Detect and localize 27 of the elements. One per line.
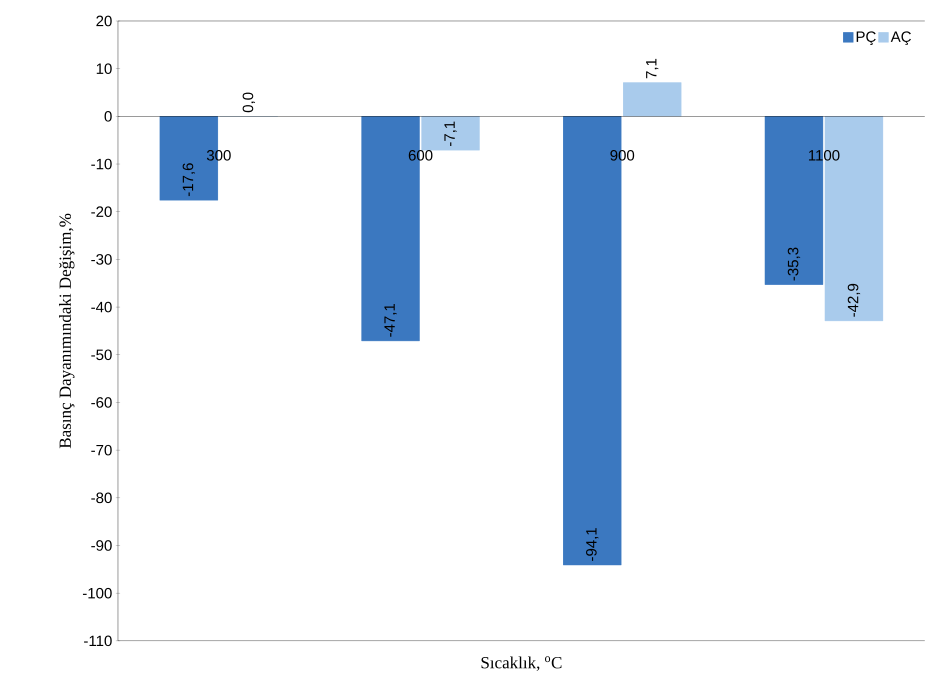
y-tick-label: 10 [96,63,112,74]
data-label: 0,0 [242,92,256,112]
data-label: -94,1 [586,528,598,561]
y-tick-label: -20 [91,206,112,218]
y-tick-label: -10 [91,158,112,170]
x-tick-label: 1100 [808,150,840,161]
legend-label: PÇ [856,31,876,46]
data-label: -7,1 [444,122,457,146]
y-tick-label: 0 [104,111,112,122]
y-tick-label: -60 [91,397,112,408]
data-label: -47,1 [384,304,397,337]
x-axis-title: Sıcaklık, $^{o}$C [482,656,562,671]
y-tick-label: -70 [91,444,112,456]
y-tick-label: 20 [96,16,112,26]
y-tick-label: -50 [91,350,112,360]
y-tick-label: -30 [91,254,112,265]
y-tick-label: -80 [91,492,112,504]
y-tick-label: -100 [82,588,112,599]
data-label: -42,9 [848,284,860,317]
data-label: -35,3 [788,248,800,281]
y-axis-title: Basınç Dayanımındaki Değişim,% [58,214,74,448]
data-label: 7,1 [646,58,658,78]
legend-label: AÇ [890,31,911,46]
data-label: -17,6 [182,163,196,196]
y-tick-label: -110 [84,636,112,646]
y-tick-label: -40 [91,302,112,312]
y-tick-label: -90 [91,540,112,551]
